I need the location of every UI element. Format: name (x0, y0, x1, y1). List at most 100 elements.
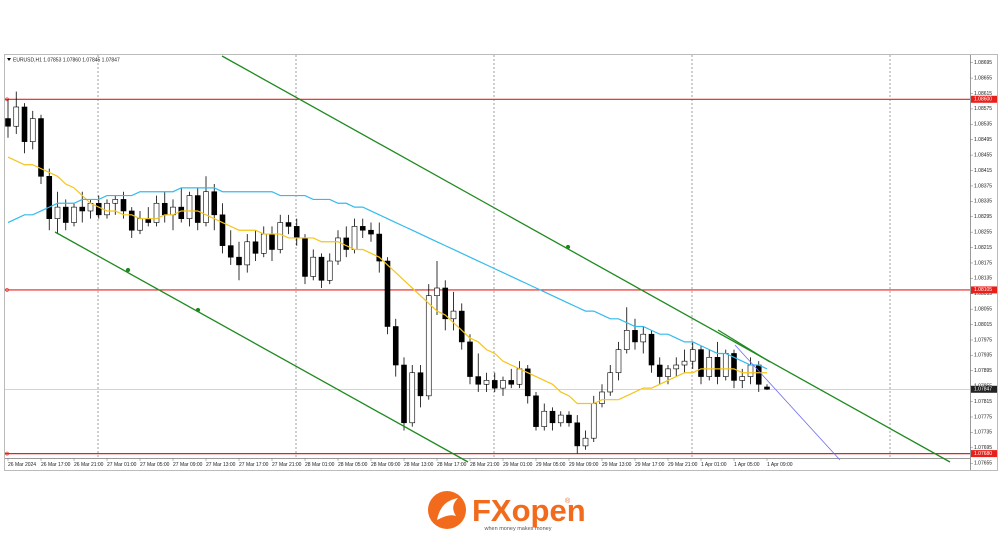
x-tick-label: 27 Mar 17:00 (239, 462, 269, 468)
x-tick-label: 29 Mar 13:00 (602, 462, 632, 468)
candle-body (673, 364, 680, 370)
candle-body (29, 118, 36, 142)
candle-body (244, 241, 251, 266)
moving-average (7, 156, 767, 405)
candle-body (557, 414, 564, 424)
candle-body (656, 364, 663, 377)
candle-body (285, 222, 292, 227)
candle-body (590, 403, 597, 439)
logo: FXopen ® when money makes money (428, 491, 586, 532)
level-label: 1.08105 (974, 287, 992, 293)
anchor (195, 307, 201, 313)
y-tick-label: 1.07895 (974, 368, 992, 374)
level-anchor (5, 97, 9, 102)
chart-frame (4, 54, 998, 471)
candle-body (269, 233, 275, 250)
candle-body (112, 199, 119, 204)
y-tick-label: 1.08655 (974, 75, 992, 81)
candle-body (698, 349, 704, 377)
x-tick-label: 27 Mar 01:00 (107, 462, 137, 468)
candle-body (376, 233, 383, 262)
candle-body (508, 380, 515, 385)
header-arrow (7, 58, 11, 61)
x-tick-label: 26 Mar 17:00 (41, 462, 71, 468)
candle-body (665, 368, 671, 377)
candle-body (549, 410, 556, 424)
candle-body (219, 214, 226, 246)
candle-body (79, 206, 86, 212)
x-tick-label: 28 Mar 13:00 (404, 462, 434, 468)
candle-body (194, 195, 201, 223)
candle-body (689, 349, 696, 362)
candle-body (764, 386, 770, 390)
y-tick-label: 1.08055 (974, 307, 992, 313)
candle-body (120, 199, 127, 212)
trend-lines (54, 55, 951, 463)
x-tick-label: 1 Apr 01:00 (701, 462, 727, 468)
candle-body (293, 226, 300, 239)
candle-body (615, 349, 622, 374)
candle-body (524, 368, 531, 397)
candle-body (46, 176, 53, 219)
logo-mark (437, 498, 458, 520)
candle-body (326, 260, 333, 281)
x-tick-label: 28 Mar 09:00 (371, 462, 401, 468)
candle-body (260, 233, 267, 254)
candle-body (582, 437, 589, 447)
candle-body (186, 195, 193, 219)
x-tick-label: 28 Mar 01:00 (305, 462, 335, 468)
candle-body (599, 391, 605, 404)
candle-body (368, 229, 374, 235)
candle-body (467, 341, 473, 377)
candle-body (161, 202, 168, 216)
candle-body (62, 206, 69, 223)
candle-body (153, 202, 160, 223)
brand-tagline: when money makes money (484, 526, 552, 532)
level-box (971, 286, 997, 294)
candle-body (318, 256, 325, 281)
y-tick-label: 1.08135 (974, 276, 992, 282)
candle-body (574, 422, 581, 447)
candle-body (203, 191, 209, 223)
candle-body (38, 118, 44, 177)
y-tick-label: 1.08375 (974, 183, 992, 189)
y-tick-label: 1.08215 (974, 245, 992, 251)
candle-body (384, 260, 391, 327)
candle-body (731, 353, 737, 381)
candle-body (21, 106, 28, 142)
candle-body (714, 357, 721, 377)
candle-body (541, 410, 548, 427)
channel-lower (54, 231, 469, 463)
level-box (971, 95, 997, 103)
brand-mark: ® (565, 497, 571, 505)
candle-body (128, 210, 135, 231)
y-tick-label: 1.08415 (974, 168, 992, 174)
x-tick-label: 26 Mar 2024 (8, 462, 36, 468)
candle-body (211, 191, 218, 216)
x-tick-label: 27 Mar 05:00 (140, 462, 170, 468)
candle-body (359, 226, 366, 231)
candle-body (491, 380, 498, 389)
candle-body (335, 237, 341, 262)
x-tick-label: 29 Mar 17:00 (635, 462, 665, 468)
candle-body (104, 202, 110, 216)
y-tick-label: 1.07735 (974, 430, 992, 436)
y-tick-label: 1.08575 (974, 106, 992, 112)
candle-body (722, 353, 729, 377)
x-tick-label: 1 Apr 09:00 (767, 462, 793, 468)
candle-body (739, 376, 746, 381)
candle-body (533, 395, 539, 427)
candle-body (632, 330, 638, 343)
brand-name: FXopen (472, 493, 586, 528)
x-tick-label: 29 Mar 09:00 (569, 462, 599, 468)
y-tick-label: 1.08495 (974, 137, 992, 143)
y-tick-label: 1.08615 (974, 91, 992, 97)
moving-average (7, 187, 768, 370)
anchor (125, 267, 131, 273)
candle-body (425, 295, 432, 397)
candle-body (351, 226, 358, 250)
candle-body (434, 287, 440, 296)
candle-body (236, 256, 242, 266)
